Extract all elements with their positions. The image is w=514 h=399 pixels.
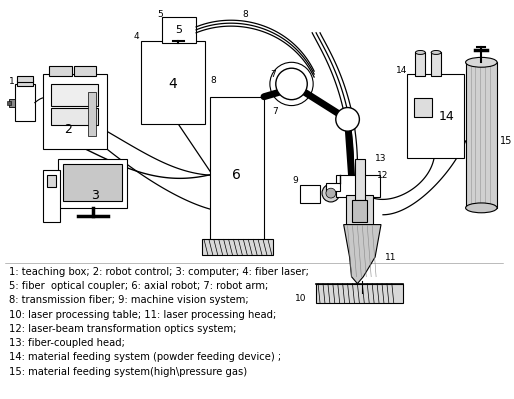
Text: 7: 7 [272, 107, 278, 116]
Text: 12: laser-beam transformation optics system;: 12: laser-beam transformation optics sys… [9, 324, 236, 334]
Bar [141, 41, 205, 124]
Circle shape [322, 184, 340, 202]
Bar [316, 284, 402, 303]
Text: 7: 7 [270, 69, 276, 79]
Bar [74, 66, 96, 76]
Circle shape [336, 108, 359, 131]
Text: 14: material feeding system (powder feeding device) ;: 14: material feeding system (powder feed… [9, 352, 281, 362]
Bar [202, 239, 273, 255]
Text: 10: 10 [295, 294, 306, 303]
Text: 4: 4 [168, 77, 177, 91]
Bar [356, 159, 365, 200]
Text: 11: 11 [385, 253, 396, 261]
Bar [50, 84, 98, 106]
Bar [352, 200, 368, 221]
Ellipse shape [466, 203, 497, 213]
Text: 5: 5 [175, 25, 182, 35]
Text: 4: 4 [134, 32, 139, 41]
Ellipse shape [466, 57, 497, 67]
Bar [9, 99, 15, 107]
Text: 1: teaching box; 2: robot control; 3: computer; 4: fiber laser;: 1: teaching box; 2: robot control; 3: co… [9, 267, 309, 277]
Bar [210, 97, 264, 242]
Text: 10: laser processing table; 11: laser processing head;: 10: laser processing table; 11: laser pr… [9, 310, 277, 320]
Bar [466, 62, 497, 208]
Bar [336, 176, 380, 197]
Bar [407, 74, 464, 158]
Bar [47, 176, 57, 187]
Bar [300, 185, 320, 203]
Text: 13: 13 [375, 154, 387, 163]
Text: 12: 12 [377, 171, 389, 180]
Ellipse shape [431, 51, 441, 54]
Text: 13: fiber-coupled head;: 13: fiber-coupled head; [9, 338, 125, 348]
Text: 2: 2 [64, 122, 72, 136]
Polygon shape [344, 225, 381, 284]
Bar [59, 159, 127, 208]
Circle shape [326, 188, 336, 198]
Bar [414, 98, 432, 117]
Ellipse shape [415, 51, 425, 54]
Bar [43, 74, 106, 149]
Bar [17, 80, 33, 86]
Bar [431, 52, 441, 76]
Bar [63, 164, 122, 201]
Bar [415, 52, 425, 76]
Text: 8: transmission fiber; 9: machine vision system;: 8: transmission fiber; 9: machine vision… [9, 295, 249, 305]
Text: 6: 6 [232, 168, 241, 182]
Text: 8: 8 [243, 10, 248, 19]
Text: 5: fiber  optical coupler; 6: axial robot; 7: robot arm;: 5: fiber optical coupler; 6: axial robot… [9, 281, 268, 291]
Bar [43, 170, 61, 221]
Circle shape [276, 68, 307, 100]
Text: 3: 3 [91, 189, 99, 201]
Bar [88, 92, 96, 136]
Bar [326, 183, 340, 191]
Text: 15: 15 [500, 136, 512, 146]
Bar [162, 17, 196, 43]
Bar [50, 108, 98, 125]
Text: 9: 9 [292, 176, 299, 185]
Bar [7, 101, 11, 105]
Text: 5: 5 [157, 10, 163, 19]
Text: 14: 14 [439, 110, 455, 123]
Text: 14: 14 [396, 66, 408, 75]
Bar [17, 76, 33, 82]
Bar [15, 84, 35, 121]
Text: 1: 1 [9, 77, 15, 87]
Bar [345, 195, 373, 227]
Text: 15: material feeding system(high\pressure gas): 15: material feeding system(high\pressur… [9, 367, 247, 377]
Text: 8: 8 [210, 75, 216, 85]
Bar [49, 66, 72, 76]
